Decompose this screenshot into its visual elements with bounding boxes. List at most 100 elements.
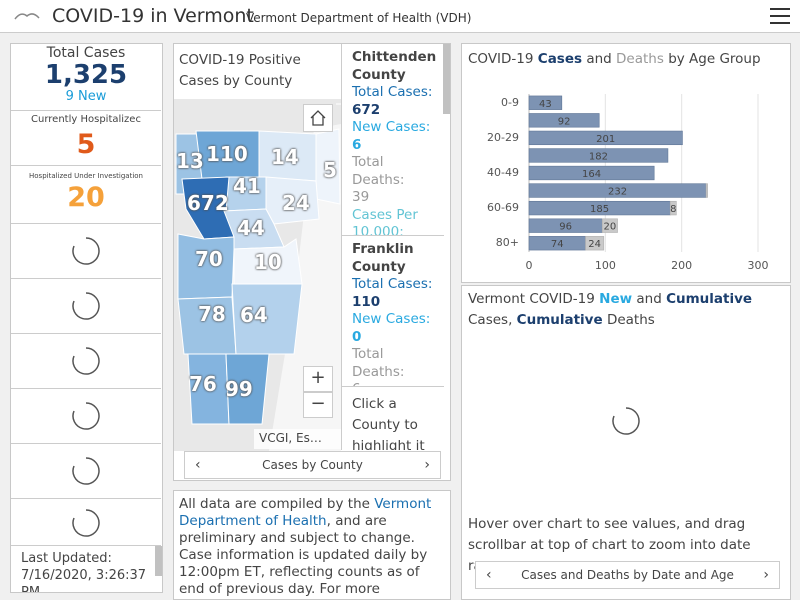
spinner	[612, 407, 640, 435]
bar-segment	[528, 113, 600, 128]
county-item[interactable]: Franklin County Total Cases: 110 New Case…	[342, 236, 444, 387]
spinner	[72, 402, 100, 430]
scrollbar[interactable]	[443, 44, 450, 114]
bar-segment	[601, 218, 618, 233]
zoom-in[interactable]: +	[303, 366, 333, 392]
zoom-out[interactable]: −	[303, 392, 333, 418]
value-label: 20	[604, 222, 617, 233]
field-label: Total Deaths:	[352, 346, 405, 380]
empty-card	[11, 279, 161, 334]
tab-title: Cases and Deaths by Date and Age	[521, 568, 734, 582]
value-label: 96	[559, 222, 572, 233]
next[interactable]: ›	[763, 567, 769, 583]
tab-bar: ‹ Cases by County ›	[184, 451, 441, 479]
chart-title: COVID-19 Cases and Deaths by Age Group	[468, 51, 761, 67]
title-part: by Age Group	[668, 51, 761, 67]
title-part: and	[636, 291, 662, 307]
title-part: Cumulative	[516, 312, 603, 328]
value-label: 24	[588, 239, 601, 250]
prev[interactable]: ‹	[195, 457, 201, 473]
field-value: 672	[352, 101, 381, 118]
menu-button[interactable]	[770, 8, 790, 24]
map-label: 70	[195, 247, 223, 271]
stats-panel: Total Cases 1,325 9 New Currently Hospit…	[10, 43, 163, 593]
home-icon	[310, 110, 326, 126]
map-label: 76	[189, 372, 217, 396]
bar-segment	[669, 200, 677, 216]
label: Currently Hospitalizec	[31, 114, 141, 125]
y-tick-label: 60-69	[487, 201, 519, 214]
x-tick-label: 100	[595, 259, 616, 272]
empty-card	[11, 224, 161, 279]
label: Last Updated:	[21, 551, 112, 566]
title: COVID-19 in Vermont	[52, 5, 254, 27]
title-part: Cumulative	[666, 291, 753, 307]
map-label: 41	[233, 174, 261, 198]
logo	[14, 13, 40, 20]
empty-card	[11, 334, 161, 389]
value-label: 43	[539, 99, 552, 110]
map-label: 44	[237, 216, 265, 240]
x-tick-label: 0	[526, 259, 533, 272]
notes-link[interactable]: Vermont Department of Health	[179, 496, 432, 529]
next[interactable]: ›	[424, 457, 430, 473]
title-part: and	[586, 51, 612, 67]
x-tick-label: 200	[671, 259, 692, 272]
bar-segment	[528, 148, 669, 163]
chart-title: Vermont COVID-19 New and Cumulative Case…	[468, 289, 788, 331]
value-label: 185	[590, 204, 609, 215]
bar-segment	[705, 183, 708, 198]
total: 1,325	[44, 60, 128, 90]
tab-title: Cases by County	[262, 458, 363, 472]
map-label: 99	[225, 377, 253, 401]
notes-panel: All data are compiled by the Vermont Dep…	[173, 490, 451, 600]
spinner	[72, 457, 100, 485]
age-chart-panel: COVID-19 Cases and Deaths by Age Group 0…	[461, 43, 791, 283]
map-label: 5	[323, 158, 337, 182]
notes-text: , and are preliminary and subject to cha…	[179, 513, 428, 599]
county-item[interactable]: Chittenden County Total Cases: 672 New Ca…	[342, 49, 444, 236]
field-label: Total Cases:	[352, 276, 433, 292]
y-tick-label: 20-29	[487, 131, 519, 144]
spinner	[72, 292, 100, 320]
empty-card	[11, 444, 161, 499]
title-part: Cases,	[468, 312, 513, 328]
spinner	[72, 347, 100, 375]
title-part: Cases	[537, 51, 583, 67]
bar-segment	[585, 236, 605, 251]
label: Total Cases	[46, 45, 126, 61]
home-button[interactable]	[303, 104, 333, 132]
label: Hospitalized Under Investigation	[29, 172, 143, 180]
bar-segment	[528, 130, 683, 146]
spinner	[72, 509, 100, 537]
county-name: Chittenden County	[352, 49, 437, 83]
field-value: 110	[352, 293, 381, 310]
updated: Last Updated: 7/16/2020, 3:26:37 PM	[21, 550, 151, 592]
title-part: Vermont COVID-19	[468, 291, 595, 307]
field-value: 6	[352, 136, 362, 153]
field-label: Cases Per 10,000:	[352, 206, 418, 236]
bar-segment	[528, 165, 655, 181]
empty-card	[11, 389, 161, 444]
header: COVID-19 in Vermont Vermont Department o…	[0, 0, 800, 33]
title-part: Deaths	[606, 312, 655, 328]
hint: Click a County to highlight it on the ma…	[352, 396, 425, 450]
map-label: 10	[254, 250, 282, 274]
y-tick-label: 80+	[496, 236, 519, 249]
empty-card	[11, 499, 161, 546]
map[interactable]	[174, 99, 341, 451]
hosp: 5	[76, 129, 96, 160]
scrollbar[interactable]	[155, 546, 162, 576]
value-label: 201	[596, 134, 615, 145]
field-label: New Cases:	[352, 119, 431, 135]
prev[interactable]: ‹	[486, 567, 492, 583]
map-label: 78	[198, 302, 226, 326]
field-label: Total Cases:	[352, 84, 433, 100]
map-label: 13	[176, 149, 204, 173]
map-label: 110	[206, 142, 248, 166]
field-value: 0	[352, 328, 362, 345]
inv: 20	[67, 182, 105, 213]
subtitle: Vermont Department of Health (VDH)	[246, 11, 472, 25]
x-tick-label: 300	[748, 259, 769, 272]
county-list: Chittenden County Total Cases: 672 New Ca…	[341, 44, 444, 450]
